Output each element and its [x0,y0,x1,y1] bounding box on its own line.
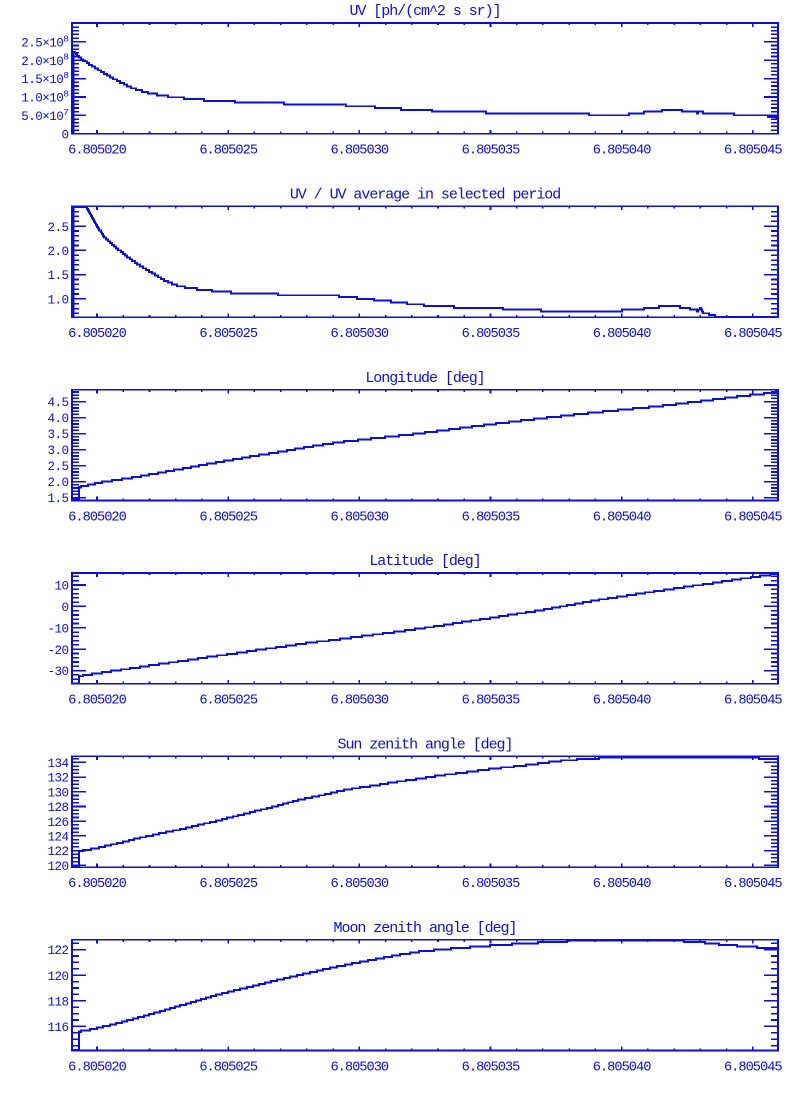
svg-text:6.805035: 6.805035 [462,327,520,342]
svg-text:6.805040: 6.805040 [593,694,651,709]
svg-text:118: 118 [47,995,68,1009]
svg-text:128: 128 [47,801,68,815]
svg-text:6.805040: 6.805040 [593,510,651,525]
svg-text:122: 122 [47,845,68,859]
svg-text:Sun zenith angle [deg]: Sun zenith angle [deg] [338,737,513,754]
svg-text:126: 126 [47,816,68,830]
svg-text:6.805045: 6.805045 [724,1060,782,1075]
svg-text:6.805030: 6.805030 [330,144,388,159]
svg-text:0: 0 [61,601,68,615]
svg-text:2.0: 2.0 [47,245,68,259]
svg-text:6.805025: 6.805025 [199,327,257,342]
svg-text:6.805045: 6.805045 [724,510,782,525]
svg-text:6.805020: 6.805020 [68,694,126,709]
svg-text:-20: -20 [47,644,68,658]
svg-text:6.805045: 6.805045 [724,694,782,709]
svg-text:6.805040: 6.805040 [593,327,651,342]
svg-text:4.0: 4.0 [47,412,68,426]
svg-text:3.5: 3.5 [47,428,68,442]
svg-text:1.5: 1.5 [47,269,68,283]
svg-text:6.805045: 6.805045 [724,144,782,159]
svg-text:120: 120 [47,860,68,874]
svg-text:6.805020: 6.805020 [68,144,126,159]
svg-text:2.5: 2.5 [47,460,68,474]
svg-text:6.805040: 6.805040 [593,1060,651,1075]
svg-text:-30: -30 [47,665,68,679]
svg-text:116: 116 [47,1021,68,1035]
svg-text:130: 130 [47,786,68,800]
svg-text:2.5: 2.5 [47,221,68,235]
svg-text:0: 0 [61,128,68,142]
svg-text:6.805025: 6.805025 [199,144,257,159]
svg-text:2.5×108: 2.5×108 [21,33,69,50]
svg-text:6.805020: 6.805020 [68,877,126,892]
svg-text:1.5×108: 1.5×108 [21,70,69,87]
svg-text:6.805025: 6.805025 [199,1060,257,1075]
svg-text:6.805040: 6.805040 [593,877,651,892]
svg-text:6.805020: 6.805020 [68,327,126,342]
svg-text:2.0×108: 2.0×108 [21,52,69,69]
svg-text:134: 134 [47,757,68,771]
svg-text:6.805030: 6.805030 [330,327,388,342]
svg-text:6.805030: 6.805030 [330,1060,388,1075]
svg-text:6.805035: 6.805035 [462,144,520,159]
svg-text:6.805035: 6.805035 [462,1060,520,1075]
svg-text:6.805040: 6.805040 [593,144,651,159]
svg-text:UV [ph/(cm^2 s sr)]: UV [ph/(cm^2 s sr)] [349,3,500,20]
svg-text:6.805030: 6.805030 [330,877,388,892]
svg-text:1.0: 1.0 [47,294,68,308]
svg-text:Latitude [deg]: Latitude [deg] [369,553,480,570]
svg-text:6.805025: 6.805025 [199,877,257,892]
svg-text:6.805020: 6.805020 [68,510,126,525]
svg-text:Moon zenith angle [deg]: Moon zenith angle [deg] [334,920,517,937]
svg-text:6.805025: 6.805025 [199,510,257,525]
svg-text:10: 10 [54,580,68,594]
svg-text:6.805030: 6.805030 [330,694,388,709]
svg-text:122: 122 [47,944,68,958]
svg-text:6.805025: 6.805025 [199,694,257,709]
svg-text:6.805035: 6.805035 [462,694,520,709]
svg-text:Longitude [deg]: Longitude [deg] [365,370,484,387]
svg-text:4.5: 4.5 [47,396,68,410]
svg-text:1.0×108: 1.0×108 [21,89,69,106]
svg-text:6.805030: 6.805030 [330,510,388,525]
svg-text:1.5: 1.5 [47,492,68,506]
svg-text:6.805045: 6.805045 [724,327,782,342]
svg-text:120: 120 [47,970,68,984]
svg-text:6.805020: 6.805020 [68,1060,126,1075]
svg-text:-10: -10 [47,622,68,636]
svg-text:3.0: 3.0 [47,444,68,458]
svg-text:6.805035: 6.805035 [462,510,520,525]
svg-text:124: 124 [47,831,68,845]
svg-text:2.0: 2.0 [47,476,68,490]
svg-text:6.805045: 6.805045 [724,877,782,892]
svg-text:UV / UV average in selected pe: UV / UV average in selected period [290,187,560,204]
svg-text:132: 132 [47,772,68,786]
svg-text:6.805035: 6.805035 [462,877,520,892]
svg-text:5.0×107: 5.0×107 [21,107,68,124]
